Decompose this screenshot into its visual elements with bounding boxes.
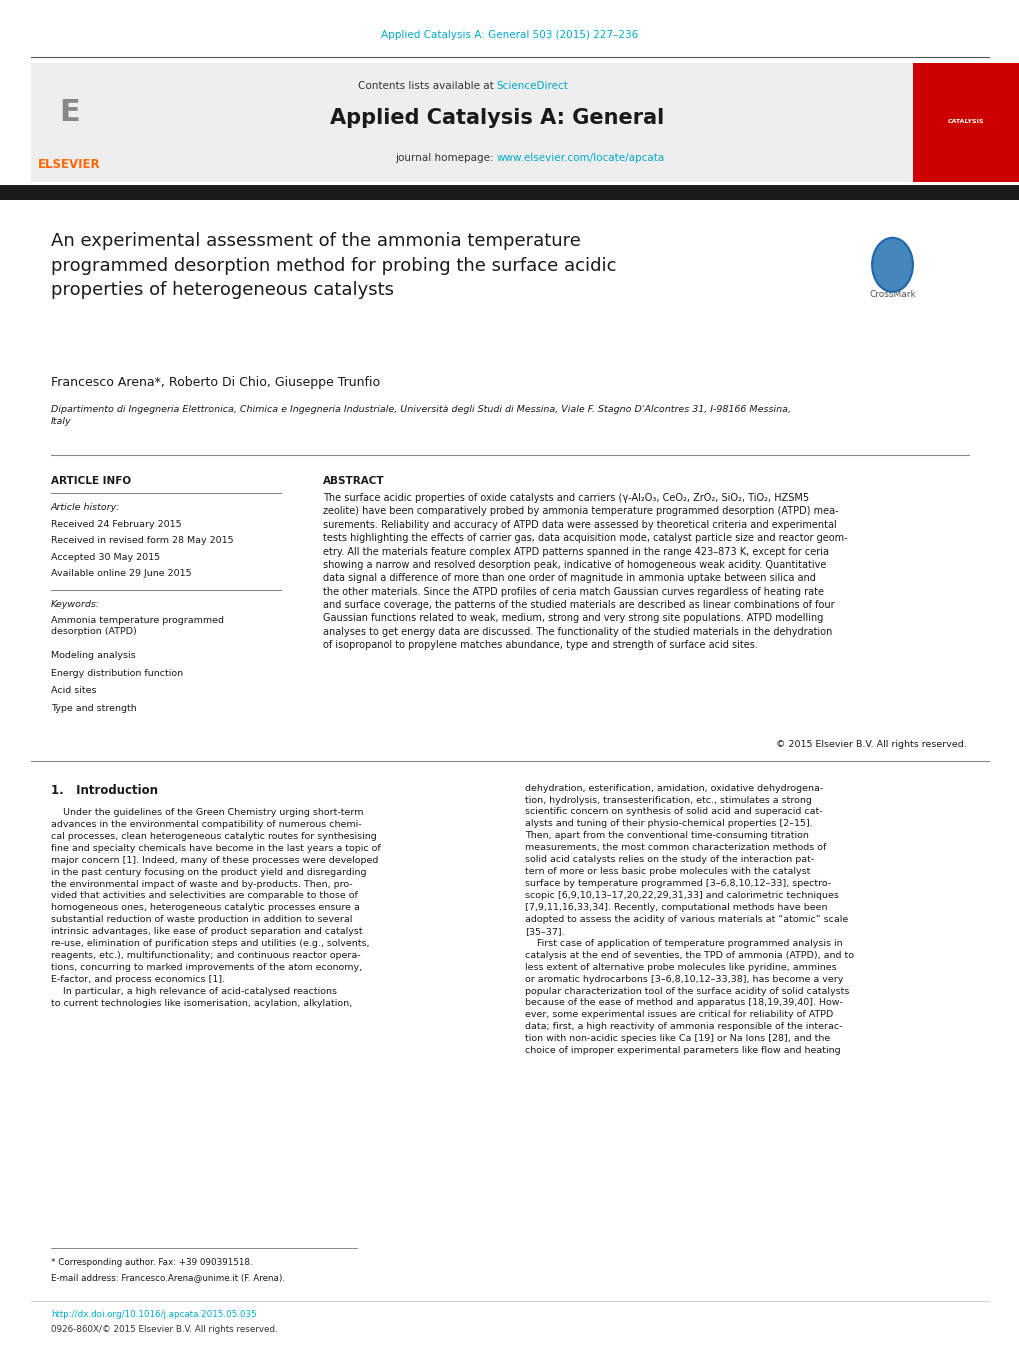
Text: dehydration, esterification, amidation, oxidative dehydrogena-
tion, hydrolysis,: dehydration, esterification, amidation, … [525,784,854,1055]
Bar [31,63,912,182]
Text: Received in revised form 28 May 2015: Received in revised form 28 May 2015 [51,536,233,546]
Text: ARTICLE INFO: ARTICLE INFO [51,476,131,485]
Text: Keywords:: Keywords: [51,600,100,609]
Text: Accepted 30 May 2015: Accepted 30 May 2015 [51,553,160,562]
Text: E-mail address: Francesco.Arena@unime.it (F. Arena).: E-mail address: Francesco.Arena@unime.it… [51,1273,284,1282]
Text: http://dx.doi.org/10.1016/j.apcata.2015.05.035: http://dx.doi.org/10.1016/j.apcata.2015.… [51,1310,257,1320]
Text: www.elsevier.com/locate/apcata: www.elsevier.com/locate/apcata [496,153,664,162]
Circle shape [871,238,912,292]
Text: E: E [59,97,79,127]
Text: Applied Catalysis A: General: Applied Catalysis A: General [329,108,663,128]
Text: Received 24 February 2015: Received 24 February 2015 [51,520,181,530]
Text: Acid sites: Acid sites [51,686,97,696]
Text: * Corresponding author. Fax: +39 090391518.: * Corresponding author. Fax: +39 0903915… [51,1258,253,1267]
Text: Available online 29 June 2015: Available online 29 June 2015 [51,569,192,578]
Text: Type and strength: Type and strength [51,704,137,713]
Bar [0,185,1019,200]
Text: CrossMark: CrossMark [868,290,915,300]
Text: ScienceDirect: ScienceDirect [496,81,568,91]
Text: Applied Catalysis A: General 503 (2015) 227–236: Applied Catalysis A: General 503 (2015) … [381,30,638,39]
Text: Energy distribution function: Energy distribution function [51,669,183,678]
Text: Dipartimento di Ingegneria Elettronica, Chimica e Ingegneria Industriale, Univer: Dipartimento di Ingegneria Elettronica, … [51,405,790,426]
Text: Under the guidelines of the Green Chemistry urging short-term
advances in the en: Under the guidelines of the Green Chemis… [51,808,380,1008]
Text: CATALYSIS: CATALYSIS [947,119,983,124]
Bar [912,63,1019,182]
Text: Modeling analysis: Modeling analysis [51,651,136,661]
Text: journal homepage:: journal homepage: [394,153,496,162]
Text: Article history:: Article history: [51,503,120,512]
Text: Francesco Arena*, Roberto Di Chio, Giuseppe Trunfio: Francesco Arena*, Roberto Di Chio, Giuse… [51,376,380,389]
Text: An experimental assessment of the ammonia temperature
programmed desorption meth: An experimental assessment of the ammoni… [51,232,615,299]
Text: Ammonia temperature programmed
desorption (ATPD): Ammonia temperature programmed desorptio… [51,616,224,636]
Text: © 2015 Elsevier B.V. All rights reserved.: © 2015 Elsevier B.V. All rights reserved… [775,740,966,750]
Text: ELSEVIER: ELSEVIER [38,158,101,172]
Text: 1.   Introduction: 1. Introduction [51,784,158,797]
Text: The surface acidic properties of oxide catalysts and carriers (γ-Al₂O₃, CeO₂, Zr: The surface acidic properties of oxide c… [323,493,847,650]
Text: ABSTRACT: ABSTRACT [323,476,384,485]
Text: Contents lists available at: Contents lists available at [358,81,496,91]
Text: 0926-860X/© 2015 Elsevier B.V. All rights reserved.: 0926-860X/© 2015 Elsevier B.V. All right… [51,1325,277,1335]
